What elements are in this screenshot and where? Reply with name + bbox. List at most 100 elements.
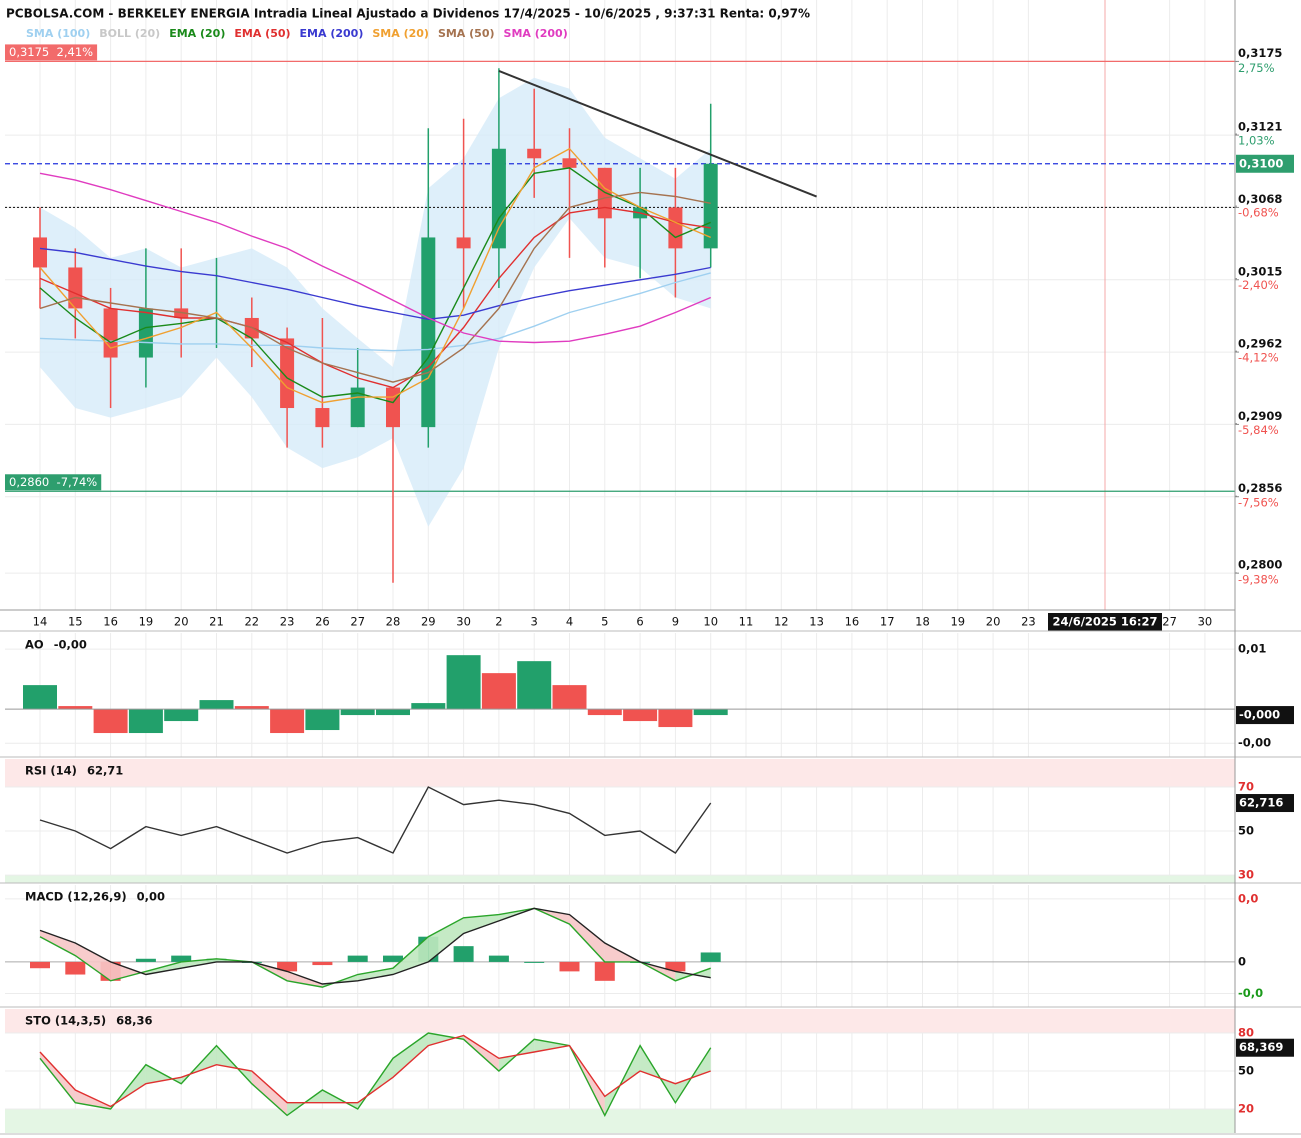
panel-title: STO (14,3,5) (25, 1014, 106, 1028)
value-badge: -0,000 (1239, 708, 1280, 722)
cross-fill (287, 971, 323, 988)
ao-bar (270, 709, 305, 734)
oversold-zone (5, 1109, 1235, 1133)
d-line (39, 1034, 711, 1108)
macd-histogram-bar (700, 952, 721, 962)
cross-fill (428, 917, 464, 962)
x-tick-label: 13 (809, 615, 824, 629)
level-label: 0,2860 -7,74% (9, 475, 97, 489)
macd-histogram-bar (30, 961, 50, 969)
macd-histogram-bar (559, 961, 580, 972)
cross-fill (534, 1039, 570, 1052)
panel-title: AO (25, 638, 44, 652)
candle-body (138, 308, 153, 358)
macd-histogram-bar (594, 961, 615, 981)
oversold-zone (5, 875, 1235, 883)
x-tick-label: 20 (986, 615, 1001, 629)
ao-bar (446, 655, 481, 710)
cross-fill (251, 1071, 288, 1116)
legend-entry: EMA (20) (169, 27, 225, 40)
cursor-label: 24/6/2025 16:27 (1052, 615, 1157, 629)
x-tick-label: 23 (1021, 615, 1036, 629)
x-tick-label: 3 (531, 615, 538, 629)
y-tick-label: 0,3121 (1238, 120, 1282, 134)
x-tick-label: 6 (636, 615, 643, 629)
ao-bar (58, 706, 93, 710)
legend-entry: EMA (200) (300, 27, 364, 40)
trendline (498, 70, 817, 198)
ao-bar (517, 661, 552, 710)
x-tick-label: 12 (774, 615, 789, 629)
panel-title: RSI (14) (25, 764, 77, 778)
value-badge-box (1236, 706, 1294, 725)
rsi-line (39, 786, 712, 854)
x-tick-label: 16 (103, 615, 118, 629)
x-tick-label: 14 (33, 615, 48, 629)
ao-bar (411, 703, 446, 710)
level-label-box (5, 474, 102, 491)
candle-body (33, 237, 47, 268)
y-tick-label: 0 (1238, 954, 1246, 968)
overbought-zone (5, 1009, 1235, 1033)
y-tick-label: 80 (1238, 1025, 1254, 1039)
x-tick-label: 23 (280, 615, 295, 629)
candle-body (491, 148, 506, 249)
y-tick-label: 0,2856 (1238, 481, 1282, 495)
legend-entry: BOLL (20) (99, 27, 160, 40)
y-tick-label: 0,3175 (1238, 46, 1282, 60)
ao-bar (128, 709, 163, 734)
cross-fill (569, 914, 605, 962)
macd-histogram-bar (488, 955, 509, 962)
cross-fill (40, 1051, 76, 1103)
macd-histogram-bar (277, 961, 298, 972)
x-tick-label: 18 (915, 615, 930, 629)
macd-histogram-bar (171, 955, 192, 962)
cross-fill (40, 930, 76, 956)
y-tick-label: 0,2909 (1238, 409, 1282, 423)
ao-bar (481, 673, 516, 710)
value-badge: 68,369 (1239, 1040, 1283, 1054)
level-label-box (5, 44, 98, 61)
y2-tick-label: 1,03% (1238, 134, 1275, 148)
y2-tick-label: -4,12% (1238, 351, 1279, 365)
macd-line (39, 907, 711, 988)
candle-body (315, 408, 330, 428)
y2-tick-label: -7,56% (1238, 496, 1279, 510)
candle-body (386, 387, 400, 428)
x-tick-label: 28 (386, 615, 401, 629)
macd-histogram-bar (347, 955, 368, 962)
panel-current: -0,00 (54, 638, 87, 652)
x-tick-label: 5 (601, 615, 608, 629)
macd-histogram-bar (665, 961, 686, 972)
legend-entry: SMA (200) (504, 27, 568, 40)
candle-body (456, 237, 471, 249)
moving-average (39, 191, 711, 383)
moving-average (39, 172, 711, 344)
y-tick-label: 0,01 (1238, 642, 1266, 656)
x-tick-label: 19 (139, 615, 154, 629)
x-tick-label: 9 (672, 615, 679, 629)
cross-fill (75, 943, 111, 981)
x-tick-label: 22 (244, 615, 259, 629)
ao-bar (340, 709, 375, 716)
candle-body (527, 148, 542, 159)
candle-body (562, 158, 577, 168)
cross-fill (357, 968, 393, 981)
ao-bar (693, 709, 728, 716)
ao-bar (552, 685, 587, 710)
ao-bar (164, 709, 199, 722)
candle-body (280, 338, 295, 409)
y-tick-label: 0,3068 (1238, 192, 1282, 206)
y2-tick-label: -2,40% (1238, 278, 1279, 292)
x-tick-label: 19 (950, 615, 965, 629)
x-tick-label: 29 (421, 615, 436, 629)
candle-body (103, 308, 118, 358)
candle-body (421, 237, 436, 428)
level-label: 0,3175 2,41% (9, 45, 93, 59)
x-tick-label: 27 (350, 615, 365, 629)
legend-entry: SMA (50) (438, 27, 495, 40)
legend-entry: SMA (100) (26, 27, 90, 40)
y-tick-label: 0,2800 (1238, 558, 1282, 572)
bollinger-band (40, 77, 711, 527)
macd-histogram-bar (312, 961, 333, 966)
